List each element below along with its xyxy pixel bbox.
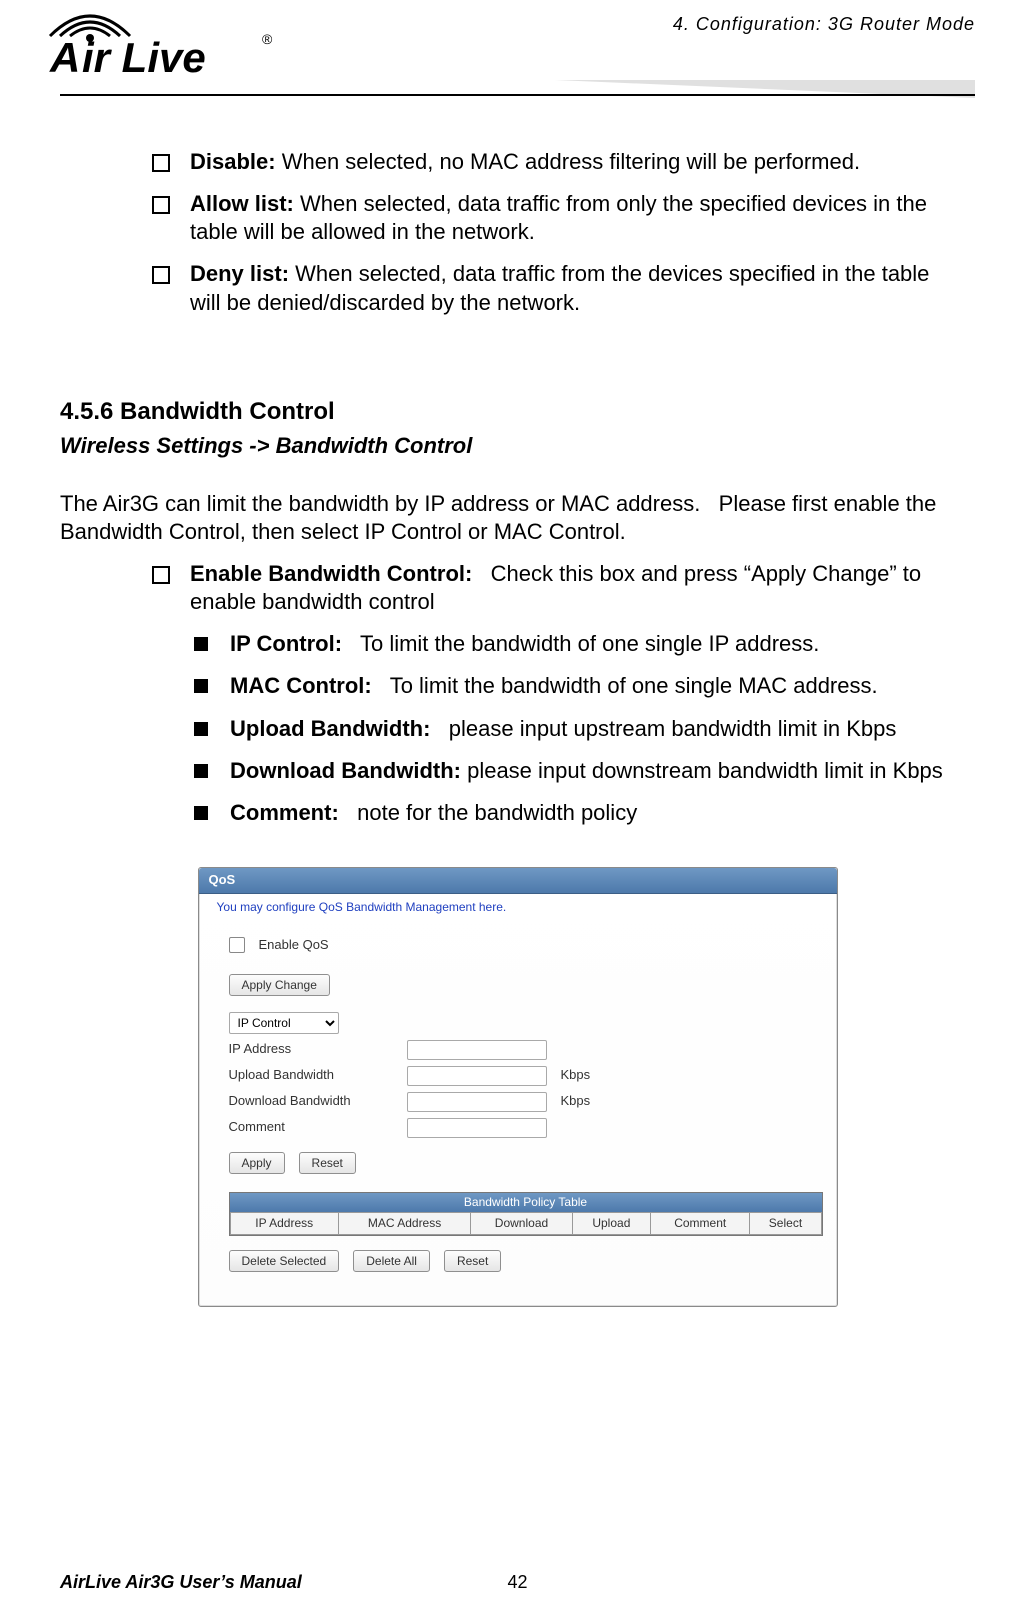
policy-col: Download [471,1213,573,1235]
svg-text:®: ® [262,31,273,47]
reset-button[interactable]: Reset [299,1152,356,1174]
control-type-row: IP Control [229,1012,823,1034]
item-label: Download Bandwidth: [230,758,461,783]
panel-subtitle: You may configure QoS Bandwidth Manageme… [199,894,837,925]
policy-col: IP Address [230,1213,338,1235]
page-footer: AirLive Air3G User’s Manual 42 [60,1572,975,1593]
list-item: Deny list: When selected, data traffic f… [120,260,965,316]
enable-qos-row: Enable QoS [229,937,823,954]
qos-screenshot: QoS You may configure QoS Bandwidth Mana… [198,867,838,1307]
upload-unit: Kbps [561,1067,591,1084]
list-item: MAC Control: To limit the bandwidth of o… [160,672,965,700]
panel-title: QoS [199,868,837,894]
footer-page-number: 42 [507,1572,527,1593]
download-row: Download Bandwidth Kbps [229,1092,823,1112]
enable-qos-checkbox[interactable] [229,937,245,953]
delete-all-button[interactable]: Delete All [353,1250,430,1272]
item-text: please input downstream bandwidth limit … [461,758,943,783]
airlive-logo: A ir Live ® [30,6,330,86]
comment-label: Comment [229,1119,399,1136]
list-item: Download Bandwidth: please input downstr… [160,757,965,785]
policy-col: Upload [572,1213,650,1235]
item-text: To limit the bandwidth of one single MAC… [372,673,878,698]
item-text: please input upstream bandwidth limit in… [430,716,896,741]
list-item: Allow list: When selected, data traffic … [120,190,965,246]
comment-row: Comment [229,1118,823,1138]
item-text: When selected, data traffic from the dev… [190,261,929,314]
item-label: MAC Control: [230,673,372,698]
policy-col: Comment [650,1213,750,1235]
download-input[interactable] [407,1092,547,1112]
item-label: Disable: [190,149,276,174]
svg-text:A: A [49,34,80,81]
svg-text:ir Live: ir Live [82,34,206,81]
item-label: Enable Bandwidth Control: [190,561,472,586]
item-label: Upload Bandwidth: [230,716,430,741]
policy-table-header-row: IP Address MAC Address Download Upload C… [230,1213,821,1235]
section-path: Wireless Settings -> Bandwidth Control [60,432,975,460]
item-label: Deny list: [190,261,289,286]
policy-table-wrap: Bandwidth Policy Table IP Address MAC Ad… [229,1192,823,1237]
item-label: IP Control: [230,631,342,656]
apply-reset-row: Apply Reset [229,1152,823,1174]
download-unit: Kbps [561,1093,591,1110]
panel-body: Enable QoS Apply Change IP Control IP Ad… [199,925,837,1306]
header-chapter-title: 4. Configuration: 3G Router Mode [673,14,975,35]
item-label: Comment: [230,800,339,825]
table-buttons-row: Delete Selected Delete All Reset [229,1250,823,1272]
item-label: Allow list: [190,191,294,216]
section-intro: The Air3G can limit the bandwidth by IP … [60,490,975,546]
enable-list: Enable Bandwidth Control: Check this box… [60,560,975,616]
download-label: Download Bandwidth [229,1093,399,1110]
item-text: When selected, no MAC address filtering … [276,149,860,174]
list-item: IP Control: To limit the bandwidth of on… [160,630,965,658]
policy-col: MAC Address [338,1213,470,1235]
section-heading: 4.5.6 Bandwidth Control [60,397,975,428]
comment-input[interactable] [407,1118,547,1138]
ip-address-row: IP Address [229,1040,823,1060]
upload-input[interactable] [407,1066,547,1086]
list-item: Upload Bandwidth: please input upstream … [160,715,965,743]
item-text: When selected, data traffic from only th… [190,191,927,244]
policy-table: IP Address MAC Address Download Upload C… [230,1212,822,1235]
page-header: A ir Live ® 4. Configuration: 3G Router … [60,0,975,108]
enable-qos-label: Enable QoS [259,937,329,954]
policy-col: Select [750,1213,821,1235]
list-item: Comment: note for the bandwidth policy [160,799,965,827]
qos-panel: QoS You may configure QoS Bandwidth Mana… [198,867,838,1307]
apply-change-row: Apply Change [229,974,823,996]
reset-table-button[interactable]: Reset [444,1250,501,1272]
apply-change-button[interactable]: Apply Change [229,974,330,996]
footer-manual-title: AirLive Air3G User’s Manual [60,1572,302,1592]
list-item: Disable: When selected, no MAC address f… [120,148,965,176]
page-content: Disable: When selected, no MAC address f… [60,108,975,1307]
mac-filter-list: Disable: When selected, no MAC address f… [60,148,975,317]
apply-button[interactable]: Apply [229,1152,285,1174]
upload-row: Upload Bandwidth Kbps [229,1066,823,1086]
control-type-select[interactable]: IP Control [229,1012,339,1034]
policy-table-title: Bandwidth Policy Table [230,1193,822,1212]
item-text: note for the bandwidth policy [339,800,637,825]
ip-address-input[interactable] [407,1040,547,1060]
delete-selected-button[interactable]: Delete Selected [229,1250,340,1272]
ip-address-label: IP Address [229,1041,399,1058]
upload-label: Upload Bandwidth [229,1067,399,1084]
sub-list: IP Control: To limit the bandwidth of on… [60,630,975,827]
list-item: Enable Bandwidth Control: Check this box… [120,560,965,616]
item-text: To limit the bandwidth of one single IP … [342,631,819,656]
header-rule [60,88,975,102]
